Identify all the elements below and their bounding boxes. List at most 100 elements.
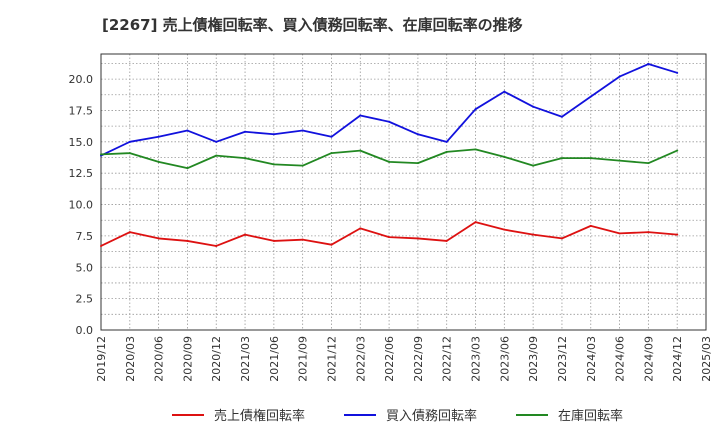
x-tick-label: 2023/09 — [527, 336, 540, 382]
data-point — [301, 164, 304, 167]
data-point — [416, 133, 419, 136]
data-point — [676, 149, 679, 152]
data-point — [244, 157, 247, 160]
data-point — [532, 105, 535, 108]
data-point — [618, 232, 621, 235]
y-tick-label: 15.0 — [69, 136, 94, 149]
data-point — [503, 228, 506, 231]
data-point — [589, 95, 592, 98]
data-point — [272, 239, 275, 242]
x-tick-label: 2023/06 — [498, 336, 511, 382]
data-point — [128, 152, 131, 155]
x-tick-label: 2020/12 — [210, 336, 223, 382]
x-tick-label: 2019/12 — [95, 336, 108, 382]
data-point — [647, 162, 650, 165]
data-point — [359, 114, 362, 117]
data-point — [215, 140, 218, 143]
data-point — [388, 236, 391, 239]
y-tick-label: 17.5 — [69, 104, 94, 117]
data-point — [388, 160, 391, 163]
x-tick-label: 2021/06 — [268, 336, 281, 382]
legend-label-1: 買入債務回転率 — [386, 408, 477, 424]
data-point — [100, 244, 102, 247]
data-point — [560, 157, 563, 160]
x-tick-label: 2024/12 — [671, 336, 684, 382]
y-tick-label: 0.0 — [76, 324, 94, 337]
data-point — [445, 140, 448, 143]
chart-title: [2267] 売上債権回転率、買入債務回転率、在庫回転率の推移 — [102, 16, 523, 34]
data-point — [330, 243, 333, 246]
data-point — [186, 239, 189, 242]
x-tick-label: 2022/03 — [354, 336, 367, 382]
x-tick-label: 2020/03 — [124, 336, 137, 382]
data-point — [474, 148, 477, 151]
legend-label-2: 在庫回転率 — [558, 408, 623, 424]
y-tick-label: 2.5 — [76, 293, 94, 306]
y-tick-label: 7.5 — [76, 230, 94, 243]
y-tick-label: 12.5 — [69, 167, 94, 180]
data-point — [589, 157, 592, 160]
y-tick-label: 5.0 — [76, 261, 94, 274]
x-tick-label: 2020/09 — [181, 336, 194, 382]
data-point — [157, 237, 160, 240]
data-point — [474, 108, 477, 111]
data-point — [272, 133, 275, 136]
data-point — [589, 224, 592, 227]
data-point — [215, 154, 218, 157]
data-point — [416, 162, 419, 165]
data-point — [647, 63, 650, 66]
y-tick-label: 20.0 — [69, 73, 94, 86]
data-point — [416, 237, 419, 240]
y-tick-label: 10.0 — [69, 199, 94, 212]
data-point — [618, 159, 621, 162]
data-point — [244, 130, 247, 133]
data-point — [301, 238, 304, 241]
data-point — [244, 233, 247, 236]
data-point — [330, 152, 333, 155]
legend-label-0: 売上債権回転率 — [214, 408, 305, 424]
data-point — [445, 150, 448, 153]
x-tick-label: 2021/09 — [297, 336, 310, 382]
data-point — [676, 71, 679, 74]
plot-area: 0.0 2.5 5.0 7.5 10.0 12.5 15.0 17.5 20.0 2019/12 2… — [69, 53, 713, 382]
x-tick-label: 2023/03 — [470, 336, 483, 382]
data-point — [359, 227, 362, 230]
x-tick-label: 2024/03 — [585, 336, 598, 382]
data-point — [532, 233, 535, 236]
data-point — [532, 164, 535, 167]
x-tick-label: 2024/06 — [614, 336, 627, 382]
data-point — [503, 90, 506, 93]
data-point — [388, 120, 391, 123]
data-point — [676, 233, 679, 236]
x-tick-label: 2024/09 — [642, 336, 655, 382]
data-point — [474, 221, 477, 224]
x-tick-label: 2025/03 — [700, 336, 713, 382]
data-point — [272, 163, 275, 166]
x-tick-label: 2022/12 — [441, 336, 454, 382]
data-point — [157, 135, 160, 138]
data-point — [503, 155, 506, 158]
data-point — [186, 129, 189, 132]
data-point — [560, 237, 563, 240]
x-tick-label: 2021/12 — [325, 336, 338, 382]
legend: 売上債権回転率 買入債務回転率 在庫回転率 — [172, 408, 623, 424]
data-point — [301, 129, 304, 132]
data-point — [128, 140, 131, 143]
data-point — [157, 160, 160, 163]
data-point — [618, 75, 621, 78]
data-point — [128, 231, 131, 234]
data-point — [445, 239, 448, 242]
data-point — [647, 231, 650, 234]
x-tick-label: 2022/09 — [412, 336, 425, 382]
x-tick-label: 2021/03 — [239, 336, 252, 382]
x-tick-label: 2023/12 — [556, 336, 569, 382]
data-point — [186, 167, 189, 170]
data-point — [359, 149, 362, 152]
plot-frame — [100, 53, 707, 331]
x-tick-label: 2020/06 — [153, 336, 166, 382]
data-point — [100, 153, 102, 156]
data-point — [560, 115, 563, 118]
x-tick-label: 2022/06 — [383, 336, 396, 382]
data-point — [215, 244, 218, 247]
